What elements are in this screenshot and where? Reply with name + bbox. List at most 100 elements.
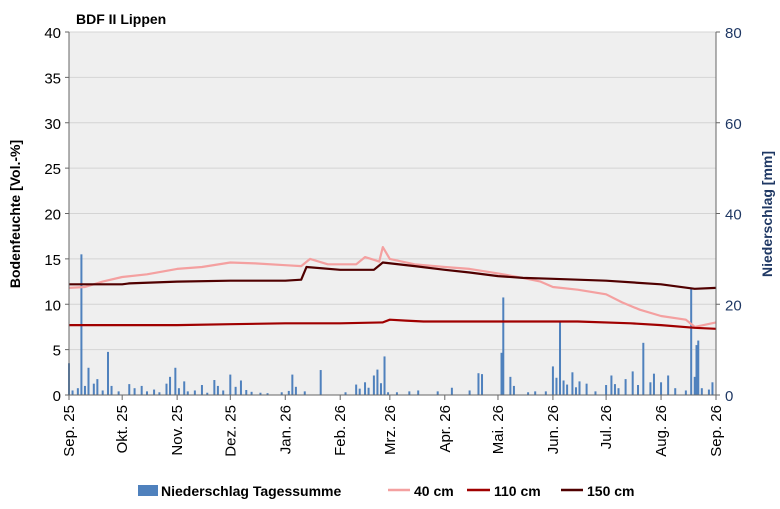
precipitation-bar bbox=[559, 321, 562, 395]
precipitation-bar bbox=[383, 356, 386, 395]
precipitation-bar bbox=[500, 352, 503, 395]
precipitation-bar bbox=[436, 391, 439, 395]
precipitation-bar bbox=[684, 390, 687, 395]
precipitation-bar bbox=[468, 390, 471, 395]
y2-tick-label: 20 bbox=[725, 297, 742, 314]
x-tick-label: Aug. 26 bbox=[653, 405, 670, 457]
y-tick-label: 30 bbox=[44, 116, 61, 133]
y2-tick-label: 40 bbox=[725, 207, 742, 224]
y-tick-label: 10 bbox=[44, 297, 61, 314]
precipitation-bar bbox=[245, 390, 248, 395]
x-tick-label: Jan. 26 bbox=[277, 405, 294, 454]
precipitation-bar bbox=[186, 391, 189, 395]
precipitation-bar bbox=[631, 371, 634, 395]
precipitation-bar bbox=[153, 389, 156, 395]
precipitation-bar bbox=[145, 391, 148, 395]
precipitation-bar bbox=[193, 390, 196, 395]
precipitation-bar bbox=[379, 383, 382, 395]
precipitation-bar bbox=[566, 384, 569, 395]
y2-tick-label: 0 bbox=[725, 388, 733, 405]
precipitation-bar bbox=[169, 376, 172, 395]
precipitation-bar bbox=[106, 351, 109, 395]
precipitation-bar bbox=[213, 380, 216, 395]
x-tick-label: Mrz. 26 bbox=[382, 405, 399, 455]
precipitation-bar bbox=[234, 386, 237, 395]
x-tick-label: Dez. 25 bbox=[222, 405, 239, 457]
precipitation-bar bbox=[652, 373, 655, 395]
precipitation-bar bbox=[642, 342, 645, 395]
precipitation-bar bbox=[690, 288, 693, 395]
precipitation-bar bbox=[344, 392, 347, 395]
y-tick-label: 20 bbox=[44, 207, 61, 224]
legend-label-110cm: 110 cm bbox=[494, 483, 541, 499]
precipitation-bar bbox=[534, 391, 537, 395]
precipitation-bar bbox=[376, 369, 379, 395]
series-line-0 bbox=[68, 246, 717, 328]
precipitation-bar bbox=[395, 392, 398, 395]
precipitation-bar bbox=[319, 370, 322, 395]
precipitation-bar bbox=[700, 388, 703, 395]
precipitation-bar bbox=[280, 392, 283, 395]
precipitation-bar bbox=[660, 382, 663, 395]
precipitation-bar bbox=[585, 383, 588, 395]
y-tick-label: 5 bbox=[53, 343, 61, 360]
precipitation-bar bbox=[372, 375, 375, 395]
precipitation-bar bbox=[551, 366, 554, 395]
y2-axis-label: Niederschlag [mm] bbox=[759, 151, 775, 277]
precipitation-bar bbox=[693, 376, 696, 395]
precipitation-bar bbox=[527, 392, 530, 395]
precipitation-bar bbox=[266, 393, 269, 395]
precipitation-bar bbox=[229, 374, 232, 395]
precipitation-bar bbox=[594, 391, 597, 395]
precipitation-bar bbox=[624, 379, 627, 395]
legend-swatch-precipitation bbox=[138, 485, 158, 496]
precipitation-bar bbox=[649, 382, 652, 395]
precipitation-bars bbox=[68, 254, 714, 395]
x-tick-label: Nov. 25 bbox=[169, 405, 186, 456]
precipitation-bar bbox=[697, 340, 700, 395]
precipitation-bar bbox=[117, 391, 120, 395]
precipitation-bar bbox=[206, 392, 209, 395]
precipitation-bar bbox=[140, 385, 143, 395]
legend: Niederschlag Tagessumme 40 cm 110 cm 150… bbox=[138, 483, 634, 499]
series-line-1 bbox=[69, 318, 717, 330]
precipitation-bar bbox=[450, 387, 453, 395]
chart-title: BDF II Lippen bbox=[76, 11, 166, 27]
legend-label-150cm: 150 cm bbox=[587, 483, 634, 499]
precipitation-bar bbox=[674, 388, 677, 395]
precipitation-bar bbox=[387, 392, 390, 395]
precipitation-bar bbox=[571, 372, 574, 395]
y-tick-label: 35 bbox=[44, 70, 61, 87]
precipitation-bar bbox=[481, 374, 484, 395]
precipitation-bar bbox=[87, 367, 90, 395]
y-tick-label: 0 bbox=[53, 388, 61, 405]
precipitation-bar bbox=[110, 385, 113, 395]
precipitation-bar bbox=[408, 391, 411, 395]
precipitation-bar bbox=[617, 388, 620, 395]
precipitation-bar bbox=[83, 385, 86, 395]
y-tick-label: 40 bbox=[44, 25, 61, 42]
y2-tick-label: 80 bbox=[725, 25, 742, 42]
soil-moisture-lines bbox=[68, 246, 717, 330]
precipitation-bar bbox=[174, 367, 177, 395]
precipitation-bar bbox=[555, 377, 558, 395]
precipitation-bar bbox=[128, 384, 131, 395]
precipitation-bar bbox=[183, 381, 186, 395]
precipitation-bar bbox=[358, 388, 361, 395]
precipitation-bar bbox=[92, 383, 95, 395]
y2-tick-label: 60 bbox=[725, 116, 742, 133]
precipitation-bar bbox=[364, 382, 367, 395]
precipitation-bar bbox=[509, 376, 512, 395]
precipitation-bar bbox=[667, 375, 670, 395]
precipitation-bar bbox=[294, 386, 297, 395]
precipitation-bar bbox=[578, 381, 581, 395]
y-tick-label: 15 bbox=[44, 252, 61, 269]
x-tick-label: Mai. 26 bbox=[490, 405, 507, 454]
precipitation-bar bbox=[133, 388, 136, 395]
precipitation-bar bbox=[222, 390, 225, 395]
x-tick-label: Jul. 26 bbox=[598, 405, 615, 449]
precipitation-bar bbox=[610, 375, 613, 395]
precipitation-bar bbox=[367, 387, 370, 395]
